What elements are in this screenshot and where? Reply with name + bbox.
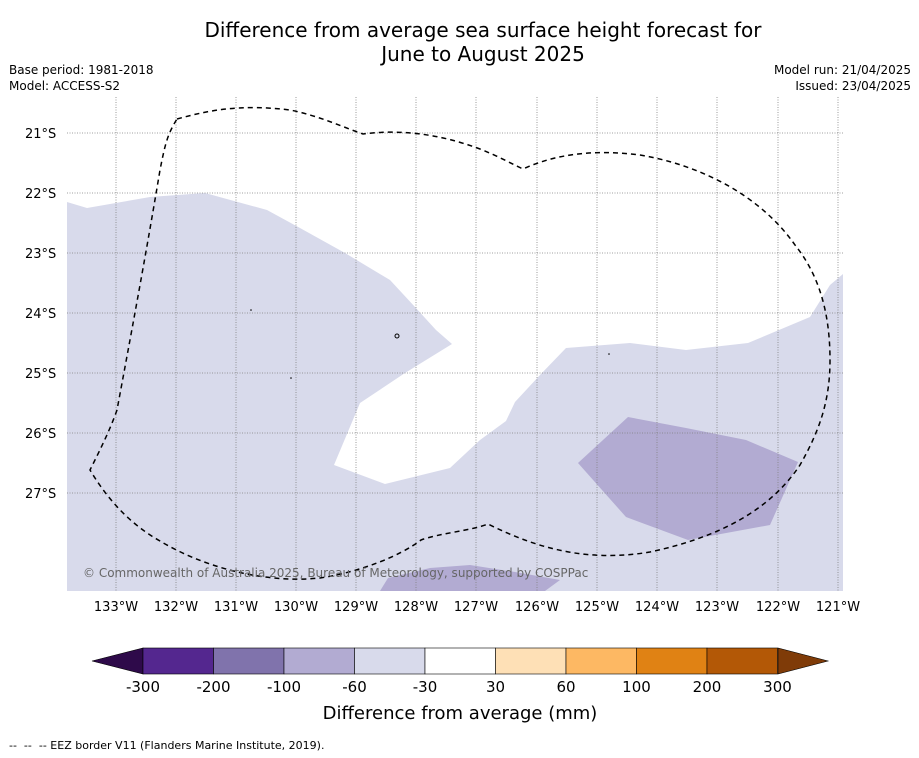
lat-label: 26°S bbox=[25, 427, 56, 442]
colorbar-cell bbox=[706, 647, 778, 675]
lon-label: 125°W bbox=[575, 600, 619, 615]
colorbar-tick-label: 30 bbox=[486, 678, 505, 696]
lon-label: 129°W bbox=[334, 600, 378, 615]
lat-label: 24°S bbox=[25, 307, 56, 322]
gridlines bbox=[67, 97, 843, 591]
colorbar-cell bbox=[636, 647, 708, 675]
meta-left: Base period: 1981-2018 Model: ACCESS-S2 bbox=[9, 62, 154, 94]
base-period: Base period: 1981-2018 bbox=[9, 63, 154, 77]
colorbar-extend-max bbox=[777, 647, 830, 675]
model-name: Model: ACCESS-S2 bbox=[9, 79, 121, 93]
island-marker bbox=[250, 309, 252, 311]
colorbar-cell bbox=[565, 647, 637, 675]
title-line-1: Difference from average sea surface heig… bbox=[204, 18, 762, 42]
lon-label: 131°W bbox=[214, 600, 258, 615]
colorbar-tick-label: -200 bbox=[196, 678, 230, 696]
title-line-2: June to August 2025 bbox=[381, 42, 585, 66]
lat-label: 27°S bbox=[25, 487, 56, 502]
colorbar-tick-label: 100 bbox=[622, 678, 651, 696]
lon-label: 122°W bbox=[756, 600, 800, 615]
model-run: Model run: 21/04/2025 bbox=[773, 63, 911, 77]
island-marker bbox=[394, 333, 400, 339]
island-marker bbox=[608, 353, 610, 355]
colorbar-tick-label: -60 bbox=[342, 678, 367, 696]
lon-label: 123°W bbox=[695, 600, 739, 615]
colorbar-cell bbox=[495, 647, 567, 675]
colorbar-cell bbox=[424, 647, 496, 675]
lon-label: 130°W bbox=[274, 600, 318, 615]
meta-right: Model run: 21/04/2025 Issued: 23/04/2025 bbox=[774, 62, 911, 94]
lat-label: 25°S bbox=[25, 367, 56, 382]
colorbar-cell bbox=[283, 647, 355, 675]
latitude-labels: 21°S 22°S 23°S 24°S 25°S 26°S 27°S bbox=[25, 127, 56, 502]
lat-label: 21°S bbox=[25, 127, 56, 142]
lon-label: 132°W bbox=[154, 600, 198, 615]
eez-legend-footer: -- -- -- EEZ border V11 (Flanders Marine… bbox=[9, 739, 325, 752]
lon-label: 127°W bbox=[454, 600, 498, 615]
anomaly-region-medium bbox=[578, 417, 798, 540]
colorbar-cell bbox=[213, 647, 285, 675]
colorbar-cell bbox=[142, 647, 214, 675]
colorbar-tick-label: 60 bbox=[556, 678, 575, 696]
lat-label: 23°S bbox=[25, 247, 56, 262]
lat-label: 22°S bbox=[25, 187, 56, 202]
map-area: © Commonwealth of Australia 2025, Bureau… bbox=[67, 97, 843, 591]
island-marker bbox=[290, 377, 292, 379]
issued-date: Issued: 23/04/2025 bbox=[795, 79, 911, 93]
lon-label: 121°W bbox=[816, 600, 860, 615]
colorbar-tick-label: 200 bbox=[693, 678, 722, 696]
colorbar-cell bbox=[354, 647, 426, 675]
colorbar-tick-label: -300 bbox=[126, 678, 160, 696]
colorbar-tick-label: -100 bbox=[267, 678, 301, 696]
longitude-labels: 133°W 132°W 131°W 130°W 129°W 128°W 127°… bbox=[94, 600, 860, 615]
colorbar: -300 -200 -100 -60 -30 30 60 100 200 300 Differen… bbox=[91, 647, 830, 724]
lon-label: 128°W bbox=[394, 600, 438, 615]
lon-label: 133°W bbox=[94, 600, 138, 615]
copyright-notice: © Commonwealth of Australia 2025, Bureau… bbox=[83, 566, 588, 580]
colorbar-ticks: -300 -200 -100 -60 -30 30 60 100 200 300 bbox=[126, 678, 792, 696]
map-title: Difference from average sea surface heig… bbox=[0, 18, 919, 66]
eez-border bbox=[89, 106, 831, 580]
lon-label: 126°W bbox=[515, 600, 559, 615]
colorbar-tick-label: 300 bbox=[763, 678, 792, 696]
lon-label: 124°W bbox=[635, 600, 679, 615]
anomaly-region-medium-south bbox=[380, 565, 560, 591]
colorbar-tick-label: -30 bbox=[413, 678, 438, 696]
colorbar-cells bbox=[142, 647, 778, 675]
colorbar-label: Difference from average (mm) bbox=[323, 703, 598, 724]
colorbar-extend-min bbox=[91, 647, 144, 675]
